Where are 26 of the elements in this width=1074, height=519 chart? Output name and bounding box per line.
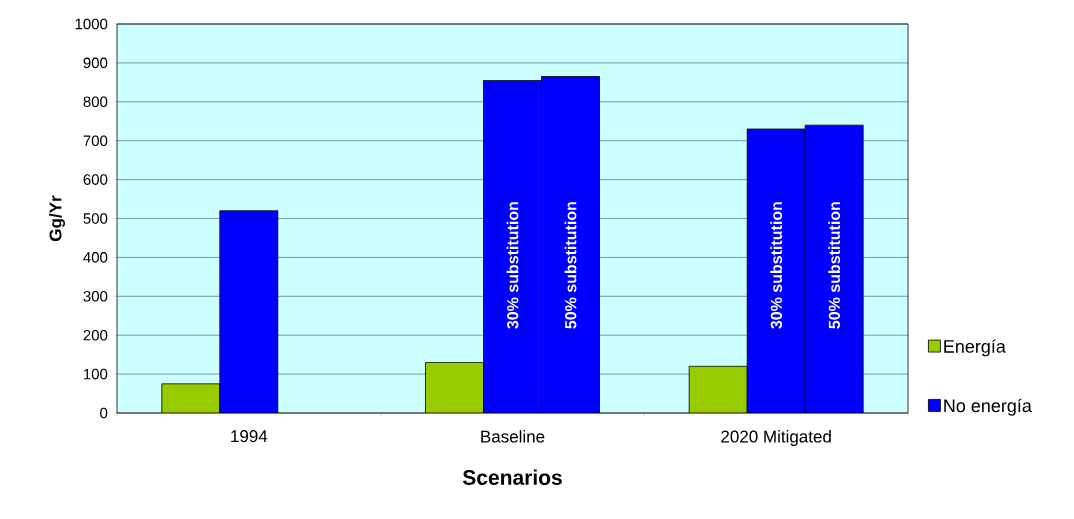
y-tick-label: 1000 (75, 18, 108, 30)
bar (219, 210, 279, 413)
y-tick-label: 400 (83, 252, 108, 263)
legend-label: Energía (944, 339, 1006, 357)
x-tick-label: Baseline (481, 430, 545, 443)
y-tick-label: 300 (83, 290, 108, 302)
y-tick-label: 900 (83, 57, 108, 69)
y-axis-title: Gg/Yr (49, 195, 65, 241)
x-tick-label: 1994 (231, 430, 268, 443)
y-tick-label: 600 (83, 174, 108, 185)
bar (688, 365, 748, 413)
y-tick-label: 700 (83, 135, 108, 146)
y-tick-label: 100 (84, 368, 108, 380)
annotation: 30% substitution (770, 202, 783, 329)
bar (425, 362, 484, 413)
y-tick-label: 500 (83, 213, 108, 224)
legend-label: No energía (944, 398, 1032, 416)
y-tick-label: 200 (83, 329, 108, 341)
annotation: 50% substitution (564, 202, 577, 329)
annotation: 30% substitution (506, 202, 519, 329)
x-axis-title: Scenarios (462, 469, 562, 485)
annotation: 50% substitution (828, 202, 841, 329)
y-tick-label: 0 (100, 407, 108, 419)
bar (161, 383, 221, 413)
y-tick-label: 800 (83, 96, 108, 108)
x-tick-label: 2020 Mitigated (721, 430, 831, 446)
